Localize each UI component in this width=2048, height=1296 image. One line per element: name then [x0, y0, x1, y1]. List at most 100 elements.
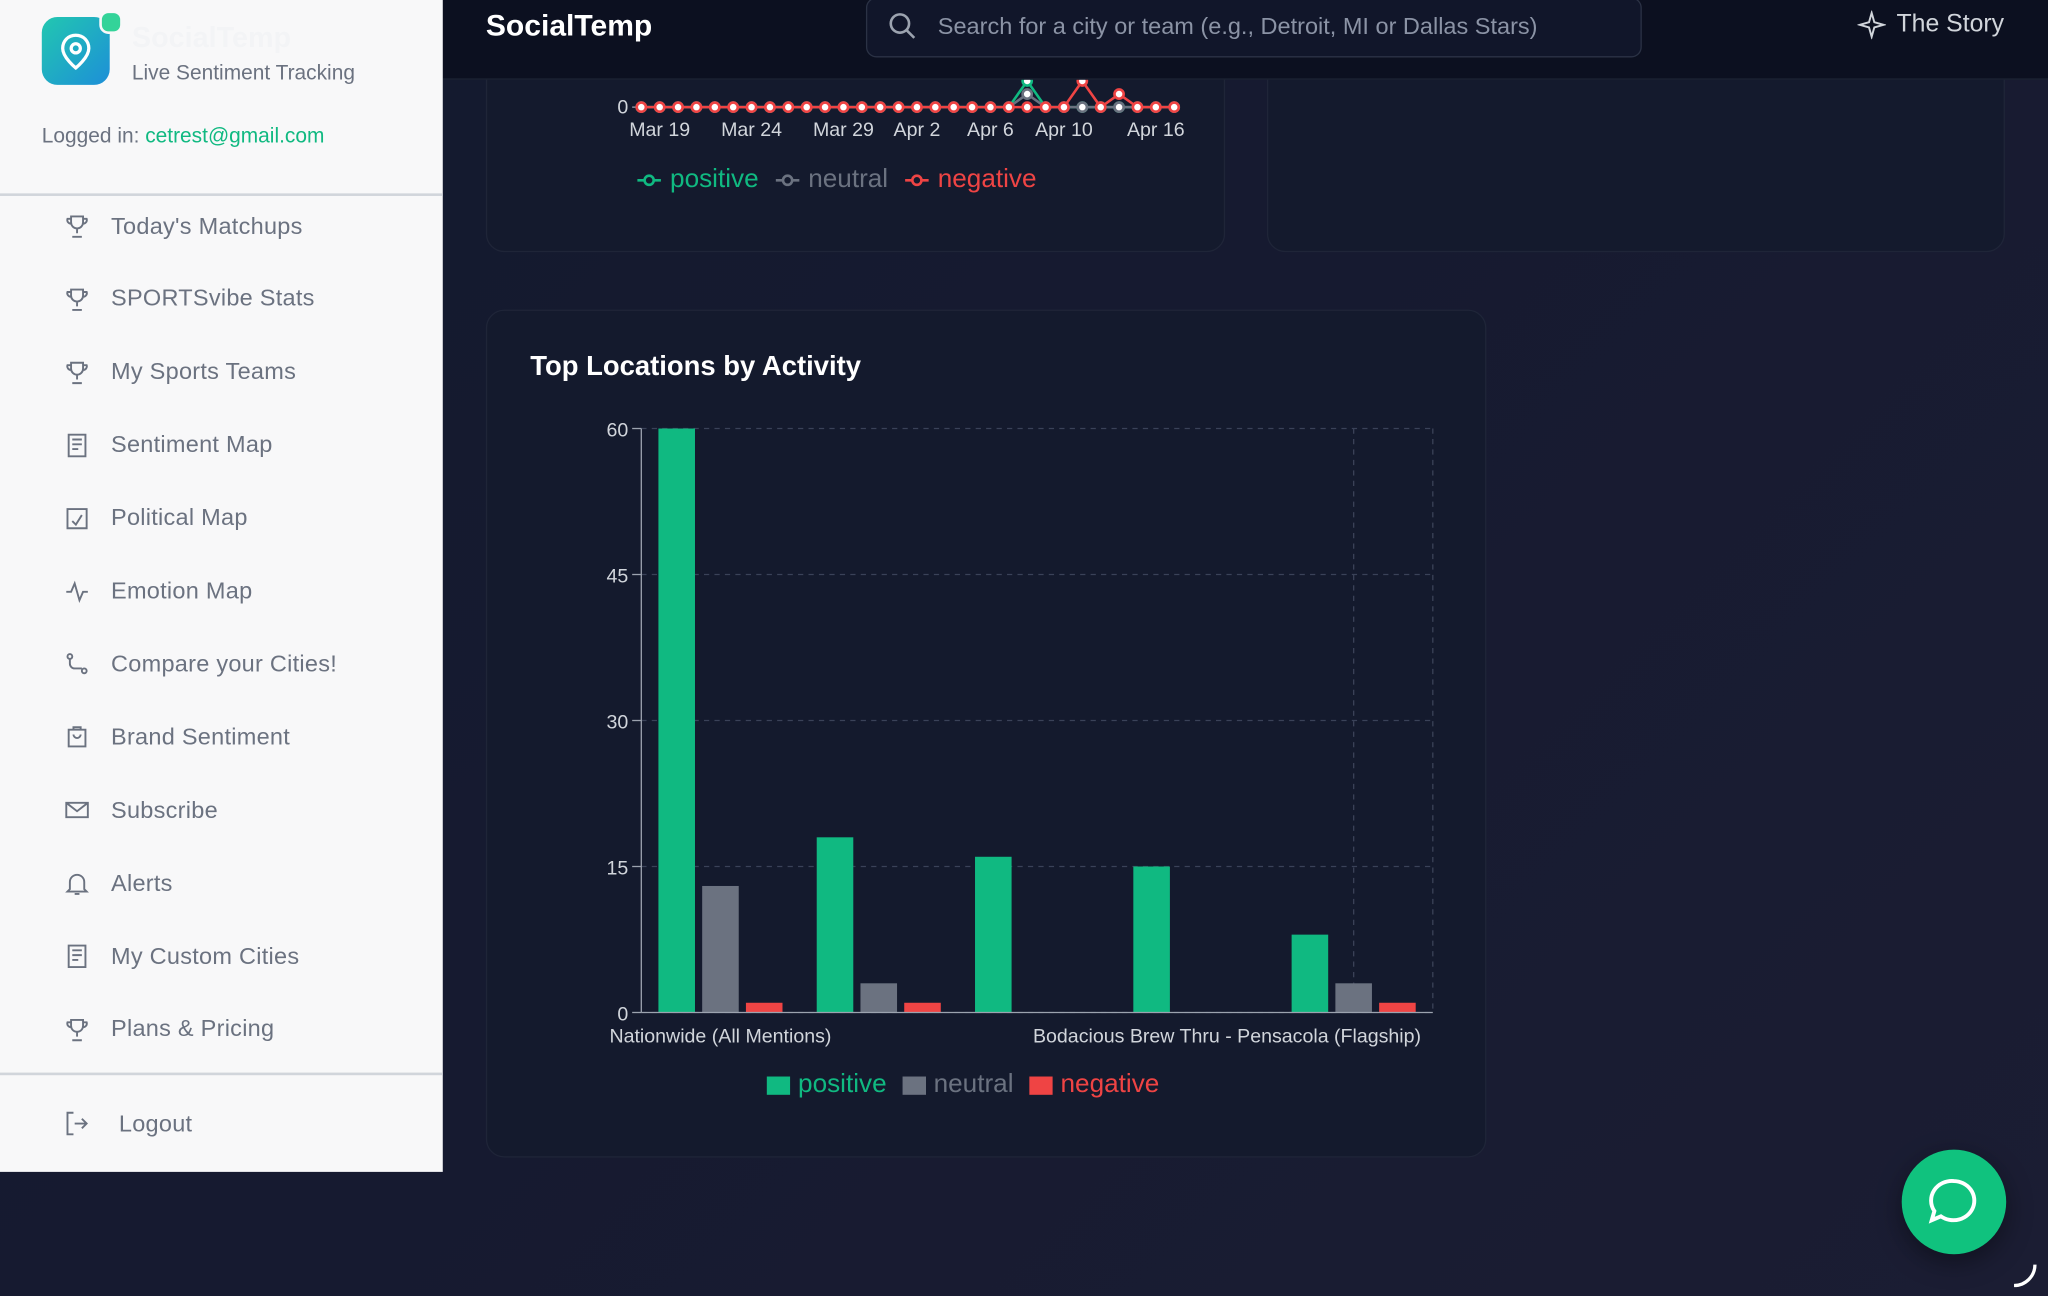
nav-label: My Sports Teams: [111, 358, 297, 385]
icon-shape: [66, 215, 88, 238]
icon-shape: [65, 874, 89, 896]
point: [764, 101, 776, 114]
nav-item[interactable]: Alerts: [63, 864, 173, 903]
bar: [1335, 983, 1372, 1013]
logout-icon: [66, 1111, 88, 1136]
x-tick-label: Mar 24: [721, 119, 782, 141]
x-tick-label: Nationwide (All Mentions): [609, 1026, 831, 1048]
point: [966, 101, 978, 114]
search-box[interactable]: Search for a city or team (e.g., Detroit…: [865, 0, 1642, 58]
story-label: The Story: [1896, 10, 2005, 38]
top-locations-card: Top Locations by Activity: [485, 309, 1487, 1158]
legend-swatch: [766, 1075, 791, 1095]
nav-item[interactable]: Plans & Pricing: [63, 1010, 275, 1049]
legend-swatch: [902, 1075, 926, 1095]
nav-item[interactable]: SPORTSvibe Stats: [63, 279, 315, 318]
nav-icon: [66, 507, 88, 529]
icon-shape: [66, 361, 88, 384]
chat-button[interactable]: [1901, 1149, 2007, 1255]
bar: [975, 856, 1012, 1013]
legend-item: positive: [636, 165, 759, 195]
point: [635, 101, 648, 114]
legend-label: neutral: [808, 164, 889, 194]
point: [929, 101, 942, 114]
icon-shape: [66, 653, 88, 675]
bar: [702, 885, 739, 1013]
point: [1021, 101, 1034, 114]
point: [1149, 101, 1162, 114]
login-label: Logged in:: [41, 125, 140, 148]
legend-swatch: [775, 173, 800, 186]
bar: [658, 428, 695, 1013]
nav-item[interactable]: Today's Matchups: [63, 206, 303, 245]
x-tick-label: Apr 10: [1035, 119, 1093, 141]
y-tick-label: 30: [606, 711, 628, 733]
point: [1131, 101, 1144, 114]
nav-label: Compare your Cities!: [111, 650, 338, 677]
icon-shape: [66, 579, 88, 603]
nav-item[interactable]: Emotion Map: [63, 572, 253, 611]
app-title: SocialTemp: [485, 7, 653, 42]
nav-label: Emotion Map: [111, 577, 253, 604]
nav-item[interactable]: Compare your Cities!: [63, 645, 337, 684]
story-link[interactable]: The Story: [1857, 10, 2005, 40]
point: [708, 101, 721, 114]
icon-shape: [66, 288, 88, 311]
point: [892, 101, 905, 114]
nav-icon: [67, 433, 87, 457]
nav-item[interactable]: Brand Sentiment: [63, 718, 290, 757]
point: [1002, 101, 1015, 114]
nav-icon: [66, 288, 88, 311]
nav-item[interactable]: Sentiment Map: [63, 425, 273, 464]
nav-label: Plans & Pricing: [111, 1015, 275, 1042]
icon-shape: [67, 433, 87, 457]
login-email: cetrest@gmail.com: [145, 125, 325, 148]
x-tick-label: Apr 6: [967, 119, 1014, 141]
point: [672, 101, 684, 114]
nav-label: Alerts: [111, 869, 173, 896]
legend-label: positive: [670, 164, 759, 194]
bar: [745, 1002, 783, 1013]
nav-icon: [66, 361, 88, 384]
y-tick-label: 0: [617, 97, 628, 119]
legend-label: negative: [1060, 1069, 1160, 1099]
spinner: [2013, 1264, 2037, 1288]
bar: [1133, 866, 1170, 1013]
nav-icon: [66, 653, 88, 675]
legend-item: negative: [904, 165, 1037, 195]
logout-label: Logout: [118, 1109, 193, 1136]
bar: [1379, 1002, 1416, 1013]
legend-swatch: [905, 173, 929, 186]
y-tick-label: 15: [606, 857, 628, 879]
chat-icon: [1928, 1179, 1977, 1224]
nav-item[interactable]: Subscribe: [63, 791, 218, 830]
sparkle-icon: [1857, 10, 1887, 40]
sidebar: SocialTemp Live Sentiment Tracking Logge…: [0, 0, 443, 1172]
search-placeholder: Search for a city or team (e.g., Detroit…: [937, 13, 1538, 40]
legend-swatch: [1029, 1075, 1053, 1095]
legend-swatch: [637, 173, 661, 186]
nav-item[interactable]: My Custom Cities: [63, 937, 300, 976]
logo: [41, 16, 110, 85]
nav-icon: [65, 874, 89, 896]
x-tick-label: Bodacious Brew Thru - Pensacola (Flagshi…: [1033, 1026, 1421, 1048]
nav-icon: [66, 215, 88, 238]
nav-item[interactable]: Political Map: [63, 499, 248, 538]
legend-item: neutral: [902, 1070, 1014, 1100]
nav-icon: [66, 1018, 88, 1042]
legend-item: negative: [1029, 1070, 1159, 1100]
point: [1094, 101, 1107, 114]
top-bar: SocialTemp Search for a city or team (e.…: [442, 0, 2048, 80]
chart-title: Top Locations by Activity: [530, 351, 861, 382]
status-dot: [99, 10, 123, 34]
point: [837, 101, 850, 114]
point: [727, 101, 740, 114]
logout[interactable]: Logout: [63, 1104, 193, 1143]
nav-label: Subscribe: [111, 796, 218, 823]
y-tick-label: 45: [606, 565, 628, 587]
bar: [904, 1002, 941, 1013]
nav-item[interactable]: My Sports Teams: [63, 352, 296, 391]
series-line: [641, 78, 1175, 109]
